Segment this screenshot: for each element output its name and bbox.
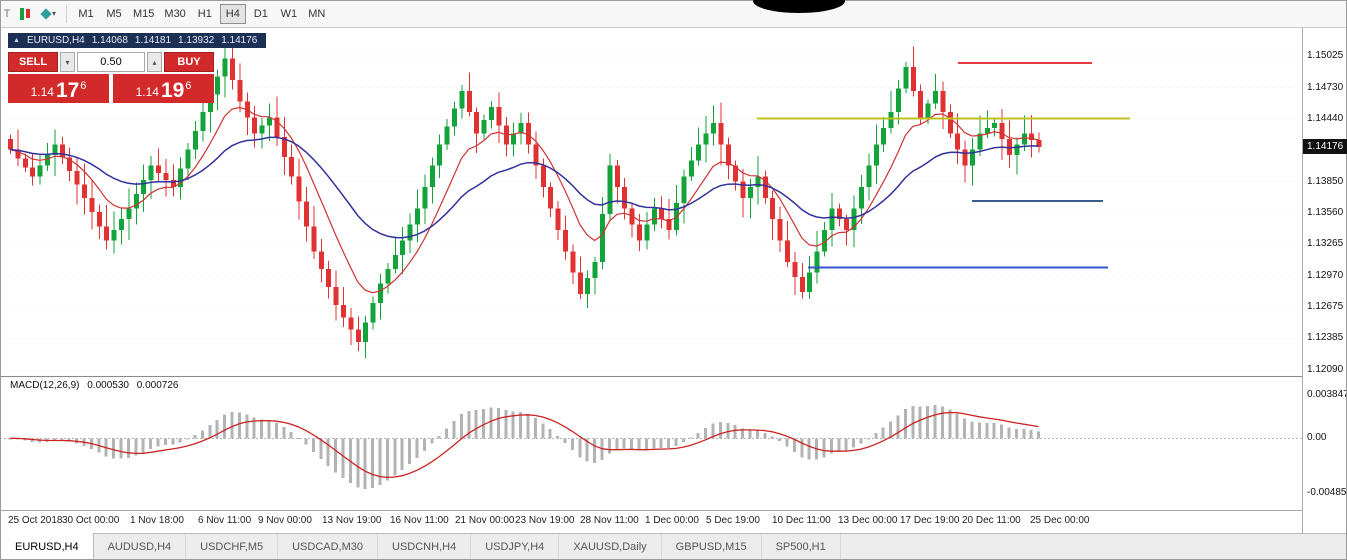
time-label: 1 Nov 18:00: [130, 515, 184, 526]
time-axis[interactable]: 25 Oct 2018 30 Oct 00:00 1 Nov 18:00 6 Nov …: [0, 510, 1302, 533]
new-chart-icon[interactable]: [13, 4, 37, 24]
timeframe-m5[interactable]: M5: [106, 7, 122, 20]
chart-ohlc-bar: ▲ EURUSD,H4 1.14068 1.14181 1.13932 1.14…: [8, 33, 267, 48]
macd-histogram-layer: [8, 405, 1041, 490]
price-axis-label: 1.14730: [1307, 81, 1344, 93]
macd-axis-label: 0.003847: [1307, 389, 1347, 401]
bid-big-figure: 1.14: [30, 85, 54, 99]
macd-signal-value: 0.000726: [136, 380, 179, 391]
macd-axis-label: 0.00: [1307, 432, 1327, 444]
ma-fast-line: [9, 106, 1039, 294]
price-axis-label: 1.14440: [1307, 112, 1344, 124]
current-price-tag: 1.14176: [1303, 138, 1347, 154]
ohlc-open: 1.14068: [91, 35, 128, 46]
chart-tab-bar: EURUSD,H4 AUDUSD,H4 USDCHF,M5 USDCAD,M30 USD…: [0, 533, 1347, 560]
diamond-glyph: [40, 7, 52, 20]
tab-sp500-h1[interactable]: SP500,H1: [762, 534, 841, 560]
candle-glyph: [26, 9, 30, 18]
up-triangle-icon: ▲: [13, 37, 20, 44]
chevron-down-icon: ▾: [51, 9, 56, 18]
price-chart-canvas[interactable]: [0, 28, 1302, 376]
price-axis-label: 1.12090: [1307, 364, 1344, 376]
price-chart[interactable]: [0, 28, 1302, 376]
price-axis-label: 1.12385: [1307, 332, 1344, 344]
candle-glyph: [20, 7, 24, 20]
time-label: 25 Oct 2018: [8, 515, 63, 526]
timeframe-mn[interactable]: MN: [308, 7, 326, 20]
cropped-toolbar-icon[interactable]: T: [3, 7, 11, 20]
time-label: 28 Nov 11:00: [580, 515, 639, 526]
time-label: 25 Dec 00:00: [1030, 515, 1090, 526]
price-axis-label: 1.13265: [1307, 238, 1344, 250]
time-label: 1 Dec 00:00: [645, 515, 699, 526]
bid-pipette: 6: [80, 80, 87, 92]
toolbar-separator: [66, 4, 67, 23]
price-axis-label: 1.15025: [1307, 50, 1344, 61]
sell-button[interactable]: SELL: [8, 52, 58, 72]
price-axis-label: 1.12970: [1307, 269, 1344, 281]
macd-axis-label: -0.004856: [1307, 486, 1347, 498]
toolbar: T ▾ M1 M5 M15 M30 H1 H4 D1 W1 MN: [0, 0, 1347, 28]
lot-decrease-button[interactable]: ▾: [60, 52, 75, 72]
timeframe-m1[interactable]: M1: [78, 7, 94, 20]
indicators-icon[interactable]: ▾: [37, 4, 61, 24]
price-axis-label: 1.12675: [1307, 301, 1344, 313]
ask-price-display[interactable]: 1.14 19 6: [113, 74, 214, 103]
price-axis-label: 1.13850: [1307, 175, 1344, 187]
grid-layer: [8, 55, 1294, 371]
tab-usdchf-m5[interactable]: USDCHF,M5: [186, 534, 279, 560]
time-label: 20 Dec 11:00: [962, 515, 1021, 526]
ask-pips: 19: [160, 79, 185, 103]
chart-symbol-label: EURUSD,H4: [26, 35, 85, 46]
time-label: 10 Dec 11:00: [772, 515, 831, 526]
macd-panel[interactable]: [0, 376, 1302, 510]
timeframe-h4[interactable]: H4: [219, 3, 246, 24]
tab-gbpusd-m15[interactable]: GBPUSD,M15: [662, 534, 762, 560]
time-label: 16 Nov 11:00: [390, 515, 449, 526]
timeframe-d1[interactable]: D1: [253, 7, 268, 20]
tab-usdcnh-h4[interactable]: USDCNH,H4: [378, 534, 472, 560]
tab-usdjpy-h4[interactable]: USDJPY,H4: [471, 534, 560, 560]
time-label: 23 Nov 19:00: [515, 515, 575, 526]
price-axis-label: 1.13560: [1307, 206, 1344, 218]
price-scale[interactable]: 1.14176 1.15025 1.14730 1.14440 1.13850 1.13…: [1302, 28, 1347, 533]
macd-main-value: 0.000530: [87, 380, 129, 391]
webcam-notch: [753, 0, 845, 13]
buy-button[interactable]: BUY: [164, 52, 214, 72]
lot-size-input[interactable]: [77, 52, 145, 72]
timeframe-m30[interactable]: M30: [164, 7, 186, 20]
time-label: 9 Nov 00:00: [258, 515, 312, 526]
ohlc-close: 1.14176: [221, 35, 258, 46]
macd-indicator-label: MACD(12,26,9) 0.000530 0.000726: [10, 380, 183, 391]
ohlc-high: 1.14181: [134, 35, 172, 46]
macd-name: MACD(12,26,9): [10, 380, 80, 391]
ma-slow-line: [9, 136, 1039, 239]
timeframe-m15[interactable]: M15: [133, 7, 155, 20]
timeframe-w1[interactable]: W1: [280, 7, 298, 20]
tab-audusd-h4[interactable]: AUDUSD,H4: [94, 534, 187, 560]
time-label: 21 Nov 00:00: [455, 515, 515, 526]
time-label: 5 Dec 19:00: [706, 515, 760, 526]
tab-usdcad-m30[interactable]: USDCAD,M30: [278, 534, 379, 560]
candles-layer: [8, 37, 1042, 358]
time-label: 30 Oct 00:00: [62, 515, 120, 526]
time-label: 6 Nov 11:00: [198, 515, 252, 526]
ask-big-figure: 1.14: [135, 85, 159, 99]
bid-price-display[interactable]: 1.14 17 6: [8, 74, 109, 103]
lot-increase-button[interactable]: ▴: [147, 52, 162, 72]
bid-pips: 17: [55, 79, 80, 103]
timeframe-bar: M1 M5 M15 M30 H1 H4 D1 W1 MN: [72, 3, 331, 24]
macd-canvas[interactable]: [0, 377, 1302, 510]
tab-eurusd-h4[interactable]: EURUSD,H4: [0, 533, 94, 560]
ohlc-low: 1.13932: [178, 35, 215, 46]
tab-xauusd-daily[interactable]: XAUUSD,Daily: [559, 534, 662, 560]
time-label: 13 Nov 19:00: [322, 515, 382, 526]
time-label: 13 Dec 00:00: [838, 515, 898, 526]
timeframe-h1[interactable]: H1: [197, 7, 212, 20]
ask-pipette: 6: [185, 80, 192, 92]
macd-signal-line: [9, 411, 1039, 479]
time-label: 17 Dec 19:00: [900, 515, 960, 526]
